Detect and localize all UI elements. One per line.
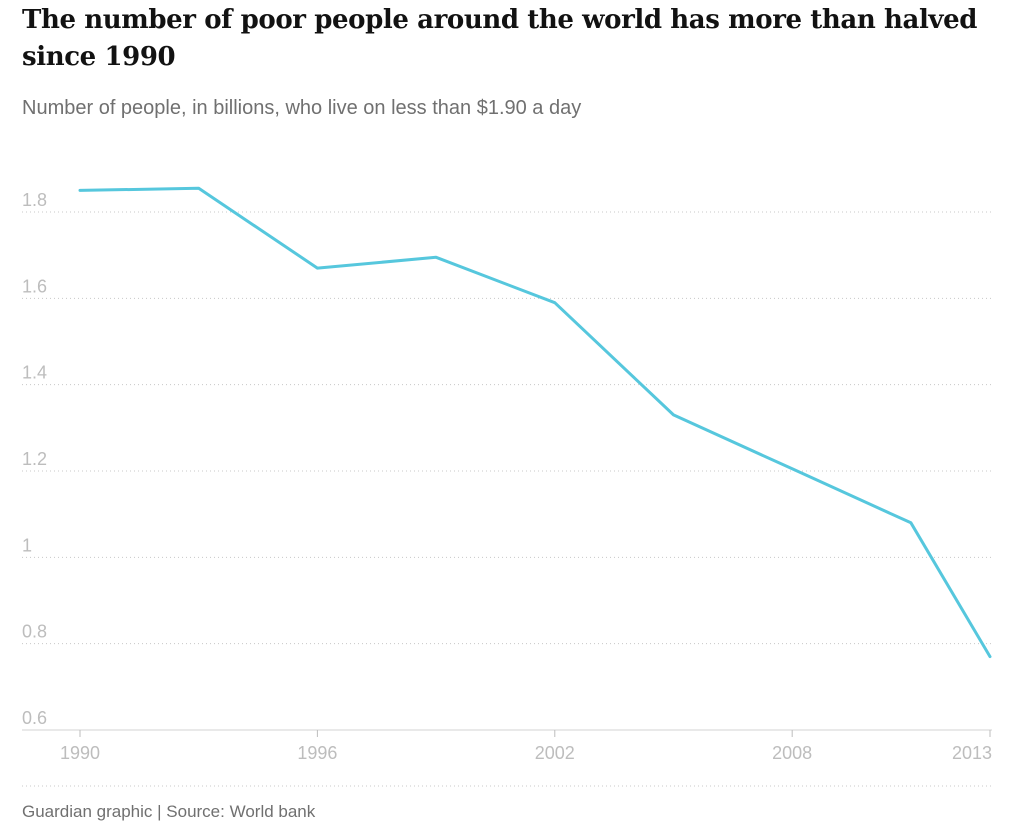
chart-title: The number of poor people around the wor… xyxy=(22,5,978,72)
series-line xyxy=(78,186,992,659)
x-tick-label: 2002 xyxy=(535,743,575,763)
series-layer xyxy=(78,186,992,659)
y-tick-label: 1.8 xyxy=(22,190,47,210)
y-axis-labels: 0.6 0.8 1 1.2 1.4 1.6 1.8 xyxy=(22,190,47,728)
y-tick-label: 1.6 xyxy=(22,276,47,296)
x-tick-label: 1990 xyxy=(60,743,100,763)
x-axis xyxy=(22,729,992,787)
x-axis-labels: 1990 1996 2002 2008 2013 xyxy=(60,743,992,763)
y-tick-label: 1.4 xyxy=(22,363,47,383)
x-tick-label: 1996 xyxy=(297,743,337,763)
x-tick-label: 2008 xyxy=(772,743,812,763)
x-tick-label: 2013 xyxy=(952,743,992,763)
y-tick-label: 1 xyxy=(22,535,32,555)
chart-subtitle: Number of people, in billions, who live … xyxy=(22,97,582,119)
y-tick-label: 1.2 xyxy=(22,449,47,469)
y-tick-label: 0.6 xyxy=(22,708,47,728)
y-tick-label: 0.8 xyxy=(22,622,47,642)
gridlines xyxy=(22,211,992,645)
source-note: Guardian graphic | Source: World bank xyxy=(22,802,316,821)
